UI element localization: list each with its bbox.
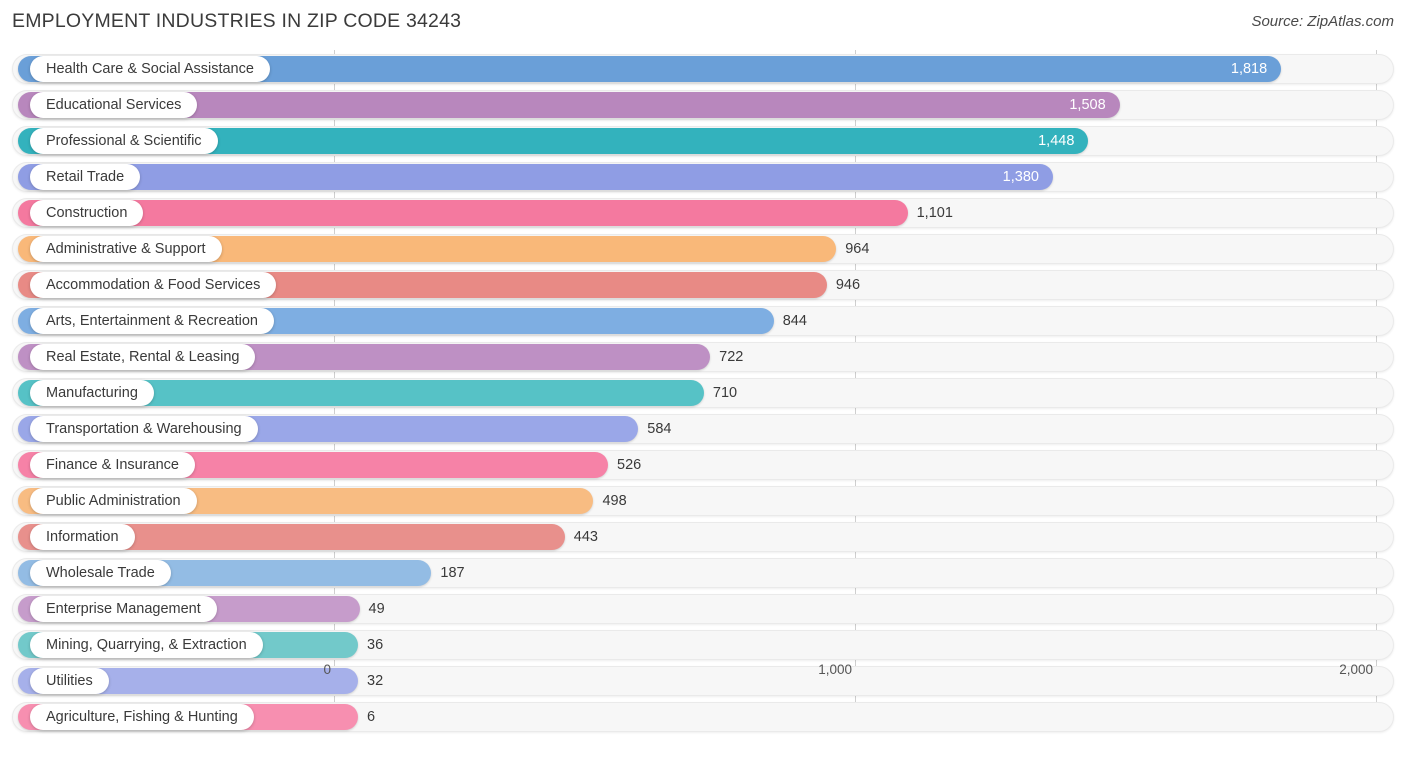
category-label: Finance & Insurance (46, 456, 179, 473)
value-label: 6 (367, 709, 376, 725)
category-label-pill: Information (30, 524, 135, 550)
value-bar[interactable] (18, 92, 1120, 118)
x-axis-tick-label: 1,000 (818, 662, 852, 677)
category-label-pill: Manufacturing (30, 380, 154, 406)
category-label: Administrative & Support (46, 240, 206, 257)
category-label: Educational Services (46, 96, 182, 113)
category-label-pill: Mining, Quarrying, & Extraction (30, 632, 263, 658)
value-bar[interactable] (18, 200, 908, 226)
value-label: 1,508 (1069, 97, 1106, 113)
category-label: Information (46, 528, 119, 545)
value-label: 584 (647, 421, 672, 437)
x-axis-tick-label: 2,000 (1339, 662, 1373, 677)
category-label: Retail Trade (46, 168, 125, 185)
value-label: 946 (835, 277, 861, 293)
category-label-pill: Arts, Entertainment & Recreation (30, 308, 274, 334)
chart-row[interactable]: Wholesale Trade 187 (12, 558, 1394, 588)
category-label: Mining, Quarrying, & Extraction (46, 636, 247, 653)
chart-row[interactable]: Retail Trade 1,380 (12, 162, 1394, 192)
category-label-pill: Transportation & Warehousing (30, 416, 258, 442)
category-label: Public Administration (46, 492, 181, 509)
value-label: 722 (719, 349, 744, 365)
chart-row[interactable]: Finance & Insurance 526 (12, 450, 1394, 480)
value-label: 32 (367, 673, 384, 689)
value-label: 498 (602, 493, 627, 509)
chart-row[interactable]: Agriculture, Fishing & Hunting 6 (12, 702, 1394, 732)
chart-row[interactable]: Public Administration 498 (12, 486, 1394, 516)
value-label: 1,818 (1230, 61, 1268, 77)
page-title: EMPLOYMENT INDUSTRIES IN ZIP CODE 34243 (12, 10, 462, 32)
category-label: Utilities (46, 672, 93, 689)
category-label: Agriculture, Fishing & Hunting (46, 708, 238, 725)
category-label-pill: Retail Trade (30, 164, 141, 190)
value-label: 710 (712, 385, 738, 401)
category-label-pill: Educational Services (30, 92, 198, 118)
category-label-pill: Administrative & Support (30, 236, 222, 262)
value-label: 187 (440, 565, 465, 581)
chart-row[interactable]: Real Estate, Rental & Leasing 722 (12, 342, 1394, 372)
chart-row[interactable]: Professional & Scientific 1,448 (12, 126, 1394, 156)
category-label-pill: Health Care & Social Assistance (30, 56, 270, 82)
chart-row[interactable]: Utilities 32 (12, 666, 1394, 696)
chart-row[interactable]: Administrative & Support 964 (12, 234, 1394, 264)
chart-row[interactable]: Educational Services 1,508 (12, 90, 1394, 120)
category-label-pill: Construction (30, 200, 144, 226)
chart-row[interactable]: Health Care & Social Assistance 1,818 (12, 54, 1394, 84)
value-label: 1,101 (916, 205, 953, 221)
category-label: Health Care & Social Assistance (46, 60, 254, 77)
category-label-pill: Finance & Insurance (30, 452, 195, 478)
chart-row[interactable]: Transportation & Warehousing 584 (12, 414, 1394, 444)
chart-row[interactable]: Arts, Entertainment & Recreation 844 (12, 306, 1394, 336)
category-label-pill: Enterprise Management (30, 596, 217, 622)
category-label: Manufacturing (46, 384, 138, 401)
x-axis-tick-label: 0 (323, 662, 331, 677)
category-label: Arts, Entertainment & Recreation (46, 312, 258, 329)
chart-row[interactable]: Manufacturing 710 (12, 378, 1394, 408)
gridline-2000 (1376, 50, 1377, 704)
category-label: Real Estate, Rental & Leasing (46, 348, 240, 365)
value-label: 526 (617, 457, 642, 473)
chart-row[interactable]: Mining, Quarrying, & Extraction 36 (12, 630, 1394, 660)
value-label: 1,448 (1038, 133, 1075, 149)
chart-row[interactable]: Accommodation & Food Services 946 (12, 270, 1394, 300)
chart-row[interactable]: Construction 1,101 (12, 198, 1394, 228)
value-label: 1,380 (1002, 169, 1039, 185)
value-label: 443 (573, 529, 598, 545)
gridline-1000 (855, 50, 856, 704)
value-label: 964 (845, 241, 870, 257)
category-label-pill: Real Estate, Rental & Leasing (30, 344, 256, 370)
value-label: 844 (782, 313, 807, 329)
value-label: 36 (367, 637, 384, 653)
gridline-0 (334, 50, 335, 704)
chart-row[interactable]: Information 443 (12, 522, 1394, 552)
category-label: Professional & Scientific (46, 132, 202, 149)
category-label: Accommodation & Food Services (46, 276, 261, 293)
category-label-pill: Wholesale Trade (30, 560, 171, 586)
category-label-pill: Professional & Scientific (30, 128, 218, 154)
source-attribution: Source: ZipAtlas.com (1251, 13, 1394, 30)
x-axis: 0 1,000 2,000 (0, 654, 1406, 686)
category-label: Construction (46, 204, 128, 221)
chart-row[interactable]: Enterprise Management 49 (12, 594, 1394, 624)
category-label: Transportation & Warehousing (46, 420, 242, 437)
category-label: Enterprise Management (46, 600, 201, 617)
value-label: 49 (368, 601, 385, 617)
chart-plot-area: Health Care & Social Assistance 1,818 Educ… (0, 50, 1406, 736)
category-label-pill: Utilities (30, 668, 109, 694)
category-label-pill: Public Administration (30, 488, 197, 514)
value-bar[interactable] (18, 164, 1053, 190)
category-label: Wholesale Trade (46, 564, 155, 581)
category-label-pill: Agriculture, Fishing & Hunting (30, 704, 254, 730)
category-label-pill: Accommodation & Food Services (30, 272, 277, 298)
